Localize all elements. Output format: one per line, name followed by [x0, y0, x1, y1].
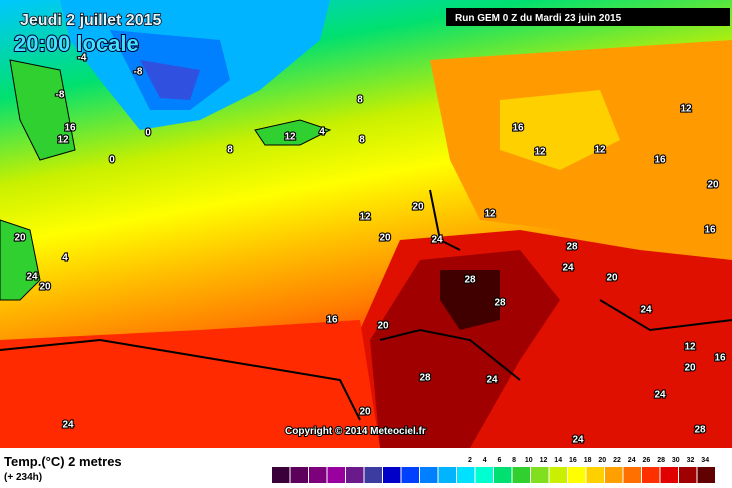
contour-label: 24 [562, 263, 574, 274]
contour-label: 12 [57, 135, 69, 146]
contour-label: 20 [377, 321, 389, 332]
contour-label: 28 [494, 298, 506, 309]
contour-label: 12 [484, 209, 496, 220]
color-swatch [420, 467, 438, 483]
contour-label: 24 [431, 235, 443, 246]
legend-subtitle: (+ 234h) [4, 472, 42, 483]
scale-label: 22 [613, 457, 621, 464]
color-swatch [549, 467, 567, 483]
contour-label: 20 [39, 282, 51, 293]
contour-label: 24 [640, 305, 652, 316]
contour-label: -8 [134, 67, 143, 78]
legend-title: Temp.(°C) 2 metres [4, 454, 122, 469]
scale-label: 26 [643, 457, 651, 464]
color-swatch [457, 467, 475, 483]
contour-label: 4 [62, 253, 68, 264]
contour-label: 16 [704, 225, 716, 236]
color-swatch [623, 467, 641, 483]
contour-label: -4 [78, 53, 87, 64]
color-swatch [494, 467, 512, 483]
scale-label: 34 [701, 457, 709, 464]
contour-label: 12 [594, 145, 606, 156]
color-swatch [401, 467, 419, 483]
scale-label: 6 [497, 457, 501, 464]
scale-label: 18 [584, 457, 592, 464]
scale-label: 8 [512, 457, 516, 464]
contour-label: 4 [319, 127, 325, 138]
scale-label: 32 [687, 457, 695, 464]
contour-label: 12 [359, 212, 371, 223]
color-swatch [660, 467, 678, 483]
contour-label: 12 [284, 132, 296, 143]
color-swatch [586, 467, 604, 483]
scale-label: 12 [540, 457, 548, 464]
contour-label: 20 [379, 233, 391, 244]
contour-label: 20 [359, 407, 371, 418]
scale-label: 4 [483, 457, 487, 464]
contour-label: 28 [694, 425, 706, 436]
contour-label: 8 [227, 145, 233, 156]
color-swatch [475, 467, 493, 483]
local-time: 20:00 locale [14, 31, 139, 56]
color-swatch [679, 467, 697, 483]
contour-label: 12 [534, 147, 546, 158]
run-box [446, 8, 730, 26]
contour-label: 20 [606, 273, 618, 284]
contour-label: 0 [145, 128, 151, 139]
scale-label: 30 [672, 457, 680, 464]
copyright: Copyright © 2014 Meteociel.fr [285, 426, 426, 437]
color-swatch [272, 467, 290, 483]
contour-label: 20 [14, 233, 26, 244]
date: Jeudi 2 juillet 2015 [20, 12, 162, 29]
contour-label: 24 [654, 390, 666, 401]
color-swatch [346, 467, 364, 483]
scale-label: 28 [657, 457, 665, 464]
color-swatch [605, 467, 623, 483]
contour-label: 24 [62, 420, 74, 431]
contour-label: 16 [654, 155, 666, 166]
contour-label: 20 [412, 202, 424, 213]
contour-label: 28 [464, 275, 476, 286]
contour-label: 8 [359, 135, 365, 146]
run-info: Run GEM 0 Z du Mardi 23 juin 2015 [455, 13, 622, 24]
scale-label: 16 [569, 457, 577, 464]
color-swatch [697, 467, 715, 483]
contour-label: 0 [109, 155, 115, 166]
color-swatch [309, 467, 327, 483]
color-swatch [531, 467, 549, 483]
color-swatch [364, 467, 382, 483]
color-swatch [568, 467, 586, 483]
contour-label: 24 [26, 272, 38, 283]
map [0, 0, 732, 448]
contour-label: 24 [572, 435, 584, 446]
contour-label: 16 [512, 123, 524, 134]
contour-label: 8 [357, 95, 363, 106]
contour-label: 12 [684, 342, 696, 353]
scale-label: 24 [628, 457, 636, 464]
color-swatch [383, 467, 401, 483]
contour-label: 16 [64, 123, 76, 134]
contour-label: 28 [419, 373, 431, 384]
contour-label: -8 [56, 90, 65, 101]
contour-label: 20 [684, 363, 696, 374]
contour-label: 12 [680, 104, 692, 115]
contour-label: 20 [707, 180, 719, 191]
color-swatch [438, 467, 456, 483]
color-swatch [327, 467, 345, 483]
scale-label: 20 [598, 457, 606, 464]
scale-label: 2 [468, 457, 472, 464]
scale-label: 10 [525, 457, 533, 464]
contour-label: 28 [566, 242, 578, 253]
contour-label: 16 [714, 353, 726, 364]
color-swatch [290, 467, 308, 483]
color-swatch [512, 467, 530, 483]
contour-label: 16 [326, 315, 338, 326]
color-swatch [642, 467, 660, 483]
contour-label: 24 [486, 375, 498, 386]
scale-label: 14 [554, 457, 562, 464]
